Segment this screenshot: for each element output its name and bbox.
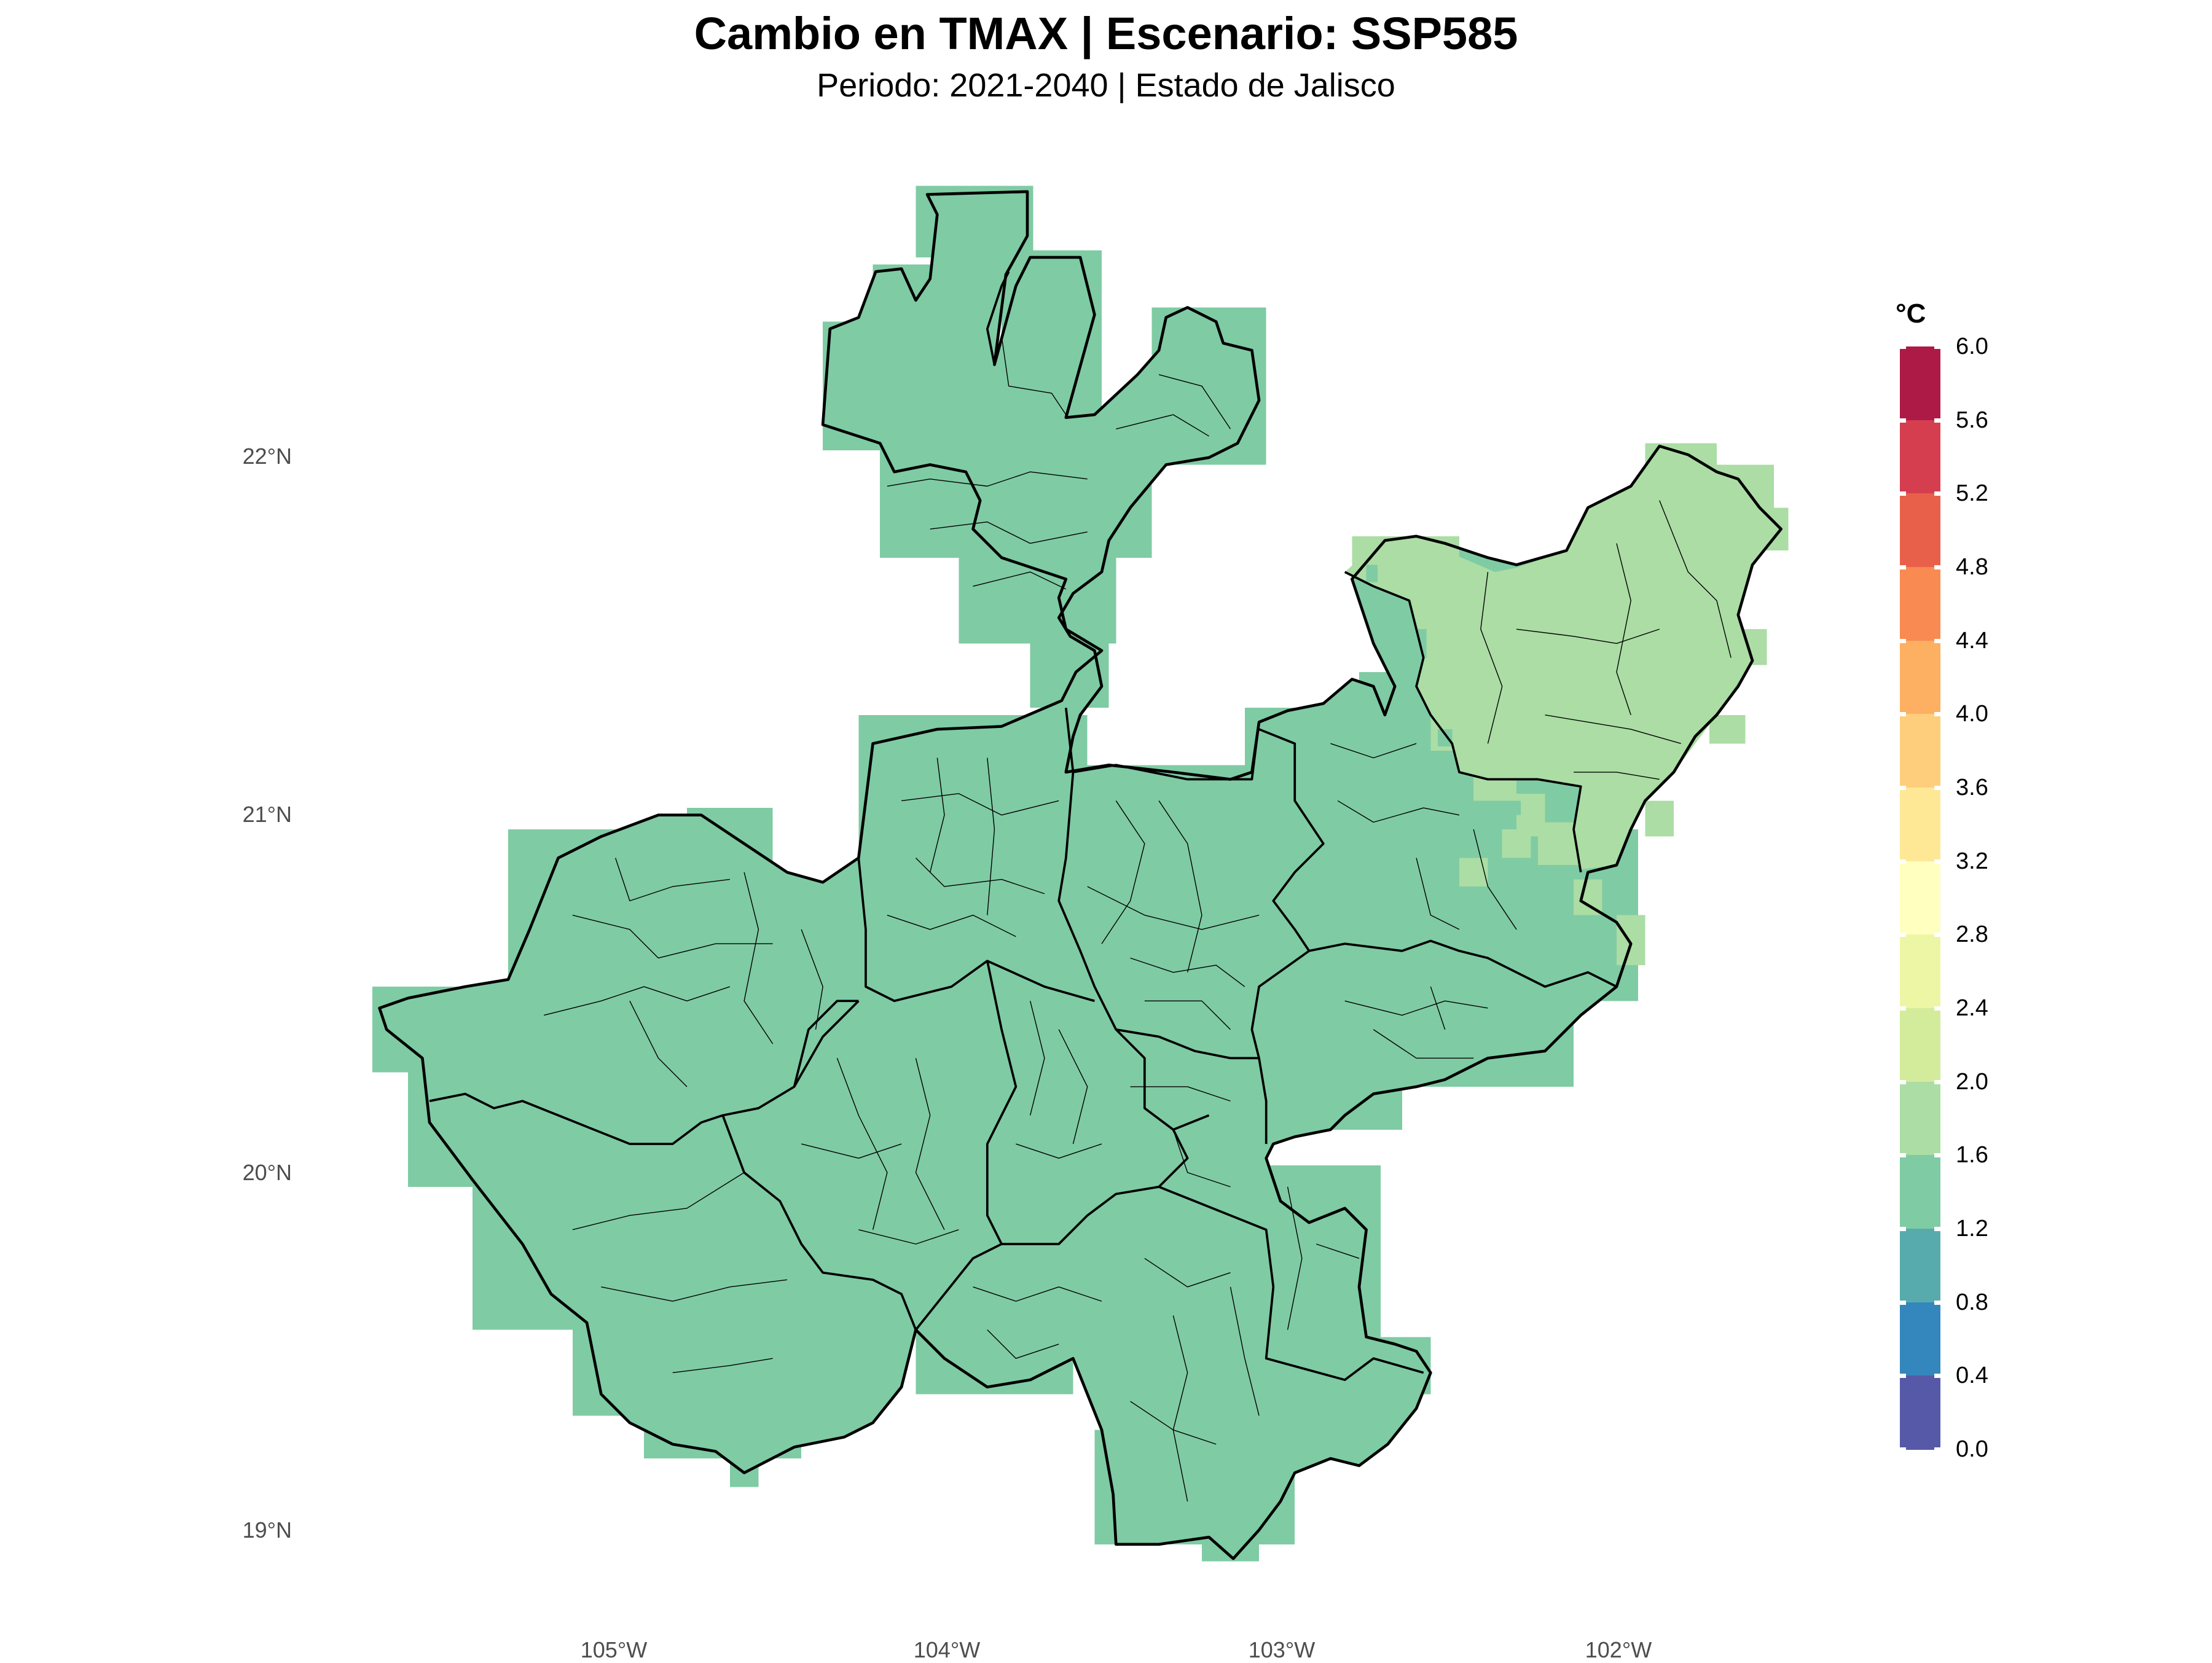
legend-tick: [1934, 1374, 1940, 1379]
legend-tick: [1934, 712, 1940, 717]
legend-swatch: [1900, 934, 1940, 1009]
legend-swatch: [1900, 493, 1940, 568]
legend-title: °C: [1896, 299, 1926, 329]
chart-title: Cambio en TMAX | Escenario: SSP585: [694, 8, 1518, 59]
legend-tick: [1900, 1447, 1906, 1452]
legend-label: 3.6: [1956, 775, 1988, 800]
legend-tick: [1934, 1153, 1940, 1158]
legend-tick: [1934, 859, 1940, 864]
legend-tick: [1934, 933, 1940, 937]
legend-label: 5.2: [1956, 480, 1988, 507]
legend-swatch: [1900, 1302, 1940, 1377]
legend-label: 1.6: [1956, 1142, 1988, 1168]
legend-tick: [1900, 1374, 1906, 1379]
legend-tick: [1934, 1006, 1940, 1011]
lon-label-103w: 103°W: [1248, 1637, 1316, 1662]
lon-label-102w: 102°W: [1585, 1637, 1652, 1662]
legend-tick: [1900, 565, 1906, 569]
legend-swatch: [1900, 567, 1940, 641]
legend-tick: [1934, 345, 1940, 349]
legend-swatch: [1900, 420, 1940, 495]
legend-tick: [1934, 491, 1940, 496]
legend-tick: [1900, 418, 1906, 423]
legend-tick: [1900, 491, 1906, 496]
legend-label: 5.6: [1956, 407, 1988, 433]
lon-label-105w: 105°W: [580, 1637, 648, 1662]
municipal-borders: [544, 335, 1732, 1502]
legend-tick: [1934, 638, 1940, 643]
legend-label: 4.0: [1956, 701, 1988, 727]
legend-label: 2.8: [1956, 921, 1988, 948]
legend-tick: [1900, 859, 1906, 864]
state-fill: [379, 191, 1781, 1559]
legend-swatch: [1900, 861, 1940, 936]
legend-tick: [1934, 565, 1940, 569]
legend-tick: [1934, 418, 1940, 423]
legend-tick: [1934, 786, 1940, 790]
lon-label-104w: 104°W: [913, 1637, 981, 1662]
legend-swatch: [1900, 714, 1940, 788]
chart-subtitle: Periodo: 2021-2040 | Estado de Jalisco: [817, 67, 1395, 104]
legend-label: 0.4: [1956, 1363, 1988, 1389]
legend-label: 3.2: [1956, 848, 1988, 874]
legend-swatch: [1900, 1081, 1940, 1156]
lat-label-21n: 21°N: [242, 802, 292, 827]
legend-label: 0.0: [1956, 1436, 1988, 1462]
legend-swatch: [1900, 1155, 1940, 1229]
lat-label-22n: 22°N: [242, 444, 292, 469]
legend-tick: [1934, 1300, 1940, 1305]
lat-label-19n: 19°N: [242, 1517, 292, 1543]
legend-swatch: [1900, 346, 1940, 421]
legend-label: 4.8: [1956, 554, 1988, 580]
legend-tick: [1900, 1227, 1906, 1231]
legend-tick: [1934, 1227, 1940, 1231]
legend-label: 0.8: [1956, 1289, 1988, 1315]
legend-tick: [1934, 1079, 1940, 1084]
legend-tick: [1934, 1447, 1940, 1452]
legend-tick: [1900, 1153, 1906, 1158]
legend-label: 4.4: [1956, 627, 1988, 654]
legend-swatch: [1900, 1375, 1940, 1450]
legend-tick: [1900, 712, 1906, 717]
legend-tick: [1900, 933, 1906, 937]
legend-swatch: [1900, 1008, 1940, 1082]
legend-label: 6.0: [1956, 334, 1988, 359]
legend-tick: [1900, 638, 1906, 643]
lat-label-20n: 20°N: [242, 1160, 292, 1185]
legend-swatch: [1900, 788, 1940, 862]
legend-label: 1.2: [1956, 1216, 1988, 1242]
legend-label: 2.0: [1956, 1068, 1988, 1095]
legend-colorbar: [1900, 345, 1940, 1452]
legend-tick: [1900, 1079, 1906, 1084]
legend-label: 2.4: [1956, 995, 1988, 1021]
legend-tick: [1900, 1300, 1906, 1305]
state-border: [378, 190, 1783, 1560]
legend-swatch: [1900, 1229, 1940, 1303]
region-borders: [429, 271, 1617, 1381]
legend-tick: [1900, 1006, 1906, 1011]
legend-tick: [1900, 345, 1906, 349]
legend-swatch: [1900, 640, 1940, 715]
legend-tick: [1900, 786, 1906, 790]
